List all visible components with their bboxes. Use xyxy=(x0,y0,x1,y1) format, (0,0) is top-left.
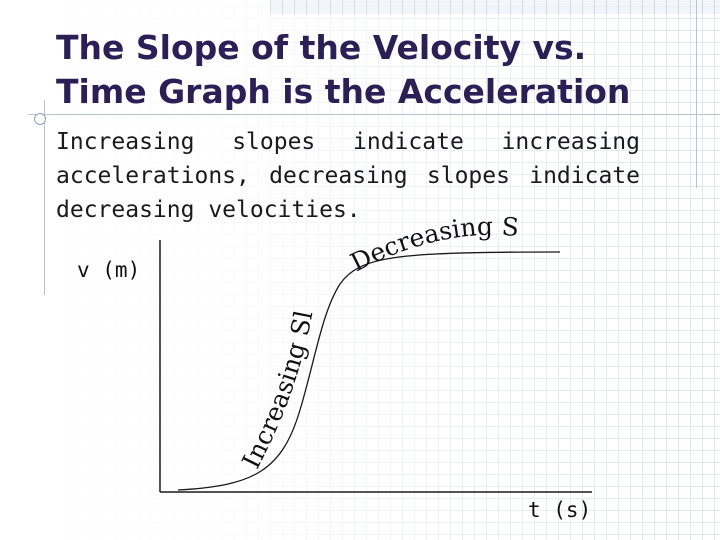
decreasing-slope-label: Decreasing Slope xyxy=(0,0,520,277)
decorative-left-rule xyxy=(44,100,45,295)
decorative-divider xyxy=(28,114,720,115)
slide-title-line-2: Time Graph is the Acceleration xyxy=(56,72,631,111)
x-axis-label: t (s) xyxy=(528,498,592,522)
decorative-top-band xyxy=(270,0,720,14)
y-axis-label: v (m) xyxy=(77,258,141,282)
increasing-slope-label: Increasing Slope xyxy=(0,0,318,473)
decorative-right-rule xyxy=(696,0,697,188)
slide-title: The Slope of the Velocity vs. Time Graph… xyxy=(56,26,696,114)
decorative-circle-icon xyxy=(34,113,46,125)
slide-title-line-1: The Slope of the Velocity vs. xyxy=(56,28,587,67)
velocity-curve xyxy=(177,251,561,491)
slide-body-text: Increasing slopes indicate increasing ac… xyxy=(56,129,640,223)
